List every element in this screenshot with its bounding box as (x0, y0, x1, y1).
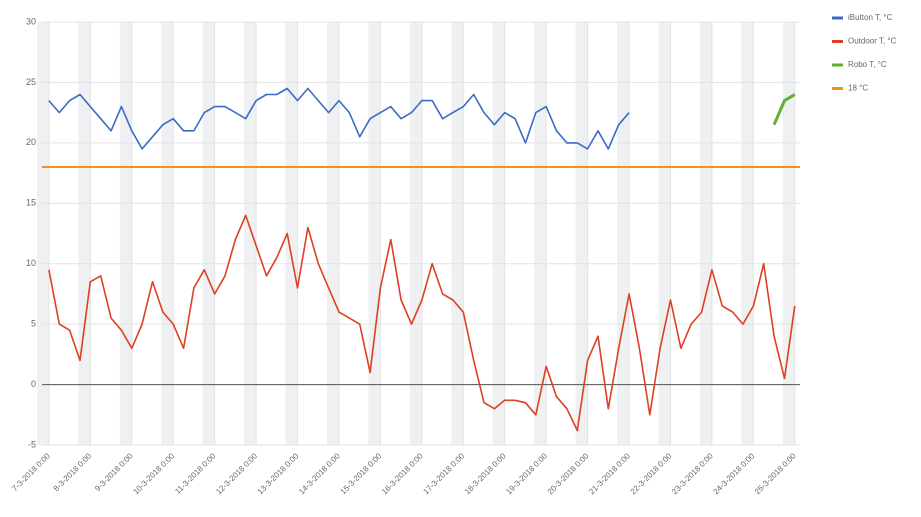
y-tick-label: 10 (26, 258, 36, 268)
x-tick-label: 13-3-2018 0:00 (256, 451, 301, 496)
night-band (782, 22, 795, 445)
night-band (119, 22, 132, 445)
x-tick-label: 22-3-2018 0:00 (629, 451, 674, 496)
night-band (326, 22, 339, 445)
night-band (202, 22, 215, 445)
legend-label: iButton T, °C (848, 13, 893, 22)
night-band (244, 22, 257, 445)
night-band (617, 22, 630, 445)
x-tick-label: 10-3-2018 0:00 (131, 451, 176, 496)
night-band (534, 22, 547, 445)
x-tick-label: 19-3-2018 0:00 (504, 451, 549, 496)
night-band (368, 22, 381, 445)
night-band (451, 22, 464, 445)
night-band (575, 22, 588, 445)
series-line (48, 87, 630, 150)
x-tick-label: 8-3-2018 0:00 (52, 451, 94, 493)
y-tick-label: 15 (26, 198, 36, 208)
night-band (285, 22, 298, 445)
y-tick-label: 30 (26, 16, 36, 26)
x-tick-label: 21-3-2018 0:00 (587, 451, 632, 496)
night-band (658, 22, 671, 445)
night-band (699, 22, 712, 445)
x-tick-label: 16-3-2018 0:00 (380, 451, 425, 496)
night-band (741, 22, 754, 445)
y-tick-label: 20 (26, 137, 36, 147)
x-tick-label: 25-3-2018 0:00 (753, 451, 798, 496)
night-band (161, 22, 174, 445)
x-tick-label: 18-3-2018 0:00 (463, 451, 508, 496)
x-tick-label: 20-3-2018 0:00 (546, 451, 591, 496)
x-tick-label: 23-3-2018 0:00 (670, 451, 715, 496)
x-tick-label: 7-3-2018 0:00 (10, 451, 52, 493)
x-tick-label: 11-3-2018 0:00 (173, 451, 218, 496)
y-tick-label: -5 (28, 439, 36, 449)
series-line (772, 93, 796, 126)
legend-label: 18 °C (848, 84, 868, 93)
x-tick-label: 15-3-2018 0:00 (339, 451, 384, 496)
x-tick-label: 9-3-2018 0:00 (93, 451, 135, 493)
night-band (409, 22, 422, 445)
x-tick-label: 24-3-2018 0:00 (712, 451, 757, 496)
x-tick-label: 12-3-2018 0:00 (214, 451, 259, 496)
legend-label: Outdoor T, °C (848, 37, 897, 46)
x-tick-label: 14-3-2018 0:00 (297, 451, 342, 496)
y-tick-label: 0 (31, 379, 36, 389)
legend-label: Robo T, °C (848, 60, 887, 69)
night-band (492, 22, 505, 445)
series-line (48, 214, 796, 432)
night-band (78, 22, 91, 445)
y-tick-label: 5 (31, 319, 36, 329)
y-tick-label: 25 (26, 77, 36, 87)
x-tick-label: 17-3-2018 0:00 (421, 451, 466, 496)
night-band (36, 22, 49, 445)
